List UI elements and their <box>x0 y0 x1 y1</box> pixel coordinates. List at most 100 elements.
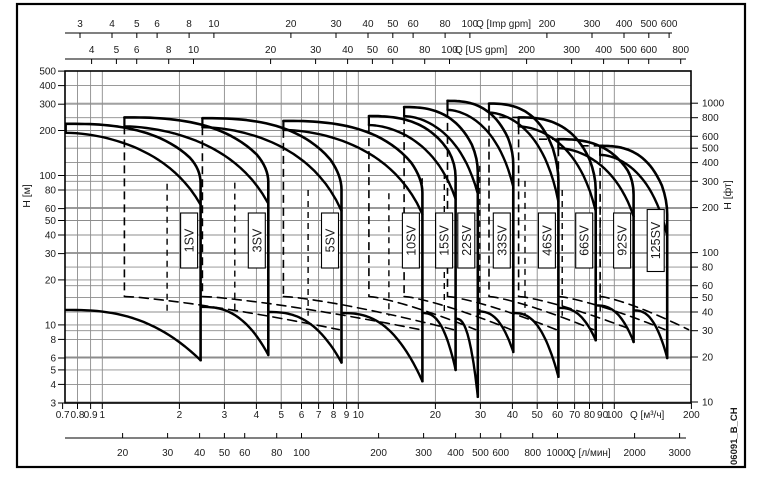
inner-curve <box>64 131 202 206</box>
dashed-low-limit-curve <box>446 295 557 331</box>
us-gpm-tick-label: 200 <box>518 45 535 56</box>
imp-gpm-tick-label: 100 <box>462 19 479 30</box>
m3h-tick-label: 20 <box>430 410 442 421</box>
h-ft-tick-label: 800 <box>702 113 719 124</box>
pump-label-box <box>401 212 420 269</box>
h-m-tick-label: 3 <box>50 399 56 410</box>
pump-envelope-66SV <box>499 116 633 342</box>
h-ft-tick-label: 1000 <box>702 99 725 110</box>
imp-gpm-tick-label: 50 <box>387 19 399 30</box>
us-gpm-tick-label: 100 <box>441 45 458 56</box>
pump-label-text: 92SV <box>616 225 630 256</box>
h-m-tick-label: 80 <box>45 185 57 196</box>
lmin-tick-label: 60 <box>239 448 251 459</box>
bottom-curve <box>594 304 635 344</box>
m3h-tick-label: 5 <box>278 410 284 421</box>
m3h-tick-label: 3 <box>222 410 228 421</box>
m3h-tick-label: 30 <box>475 410 487 421</box>
pump-envelope-22SV <box>402 105 512 399</box>
imp-gpm-tick-label: 80 <box>439 19 451 30</box>
m3h-tick-label: 200 <box>683 410 700 421</box>
bottom-curve <box>632 309 669 360</box>
m3h-tick-label: 60 <box>552 410 564 421</box>
pump-label-15SV: 15SV <box>435 212 454 269</box>
m3h-tick-label: 50 <box>532 410 544 421</box>
pump-label-text: 33SV <box>495 225 509 256</box>
pump-label-66SV: 66SV <box>575 212 594 269</box>
pump-label-text: 15SV <box>438 225 452 256</box>
h-m-tick-label: 20 <box>45 275 57 286</box>
imp-gpm-tick-label: 500 <box>640 19 657 30</box>
us-gpm-tick-label: 60 <box>387 45 399 56</box>
inner-curve <box>598 153 669 238</box>
m3h-tick-label: 2 <box>177 410 183 421</box>
pump-label-text: 10SV <box>404 225 418 256</box>
m3h-tick-label: 40 <box>507 410 519 421</box>
pump-label-125SV: 125SV <box>646 208 665 273</box>
imp-gpm-tick-label: 40 <box>362 19 374 30</box>
pump-label-text: 1SV <box>183 228 197 252</box>
h-m-tick-label: 10 <box>45 320 57 331</box>
bottom-curve <box>64 308 202 362</box>
imp-gpm-tick-label: 10 <box>208 19 220 30</box>
pump-label-22SV: 22SV <box>457 212 476 269</box>
h-m-tick-label: 30 <box>45 249 57 260</box>
h-ft-unit-label: H [фт] <box>722 180 734 210</box>
lmin-tick-label: 20 <box>117 448 129 459</box>
inner-curve <box>367 123 457 201</box>
us-gpm-tick-label: 20 <box>265 45 277 56</box>
m3h-tick-label: 0.8 <box>71 410 85 421</box>
pump-label-text: 3SV <box>250 228 264 252</box>
m3h-tick-label: 0.9 <box>84 410 98 421</box>
h-ft-tick-label: 80 <box>702 263 714 274</box>
us-gpm-tick-label: 8 <box>166 45 172 56</box>
top-curve-and-right-edge <box>367 114 457 372</box>
h-m-tick-label: 5 <box>50 365 56 376</box>
pump-label-92SV: 92SV <box>613 212 632 269</box>
inner-curve <box>487 111 560 203</box>
pump-label-text: 66SV <box>578 225 592 256</box>
us-gpm-tick-label: 80 <box>419 45 431 56</box>
imp-gpm-tick-label: 6 <box>154 19 160 30</box>
us-gpm-tick-label: 10 <box>188 45 200 56</box>
imp-gpm-tick-label: 200 <box>539 19 556 30</box>
pump-envelope-15SV <box>367 114 477 372</box>
dashed-low-limit-curve <box>201 295 421 331</box>
dashed-low-limit-curve <box>282 295 455 331</box>
inner-curve <box>557 147 635 218</box>
m3h-tick-label: 100 <box>606 410 623 421</box>
h-m-unit-label: H [м] <box>21 184 33 208</box>
h-ft-tick-label: 600 <box>702 132 719 143</box>
lmin-tick-label: 1000 <box>546 448 569 459</box>
h-ft-tick-label: 300 <box>702 177 719 188</box>
top-curve-and-right-edge <box>64 122 202 362</box>
lmin-tick-label: 100 <box>293 448 310 459</box>
pump-label-3SV: 3SV <box>247 212 266 269</box>
pump-label-5SV: 5SV <box>320 212 340 269</box>
m3h-tick-label: 4 <box>254 410 260 421</box>
bottom-curve <box>476 310 515 354</box>
pump-envelope-33SV <box>446 99 557 354</box>
lmin-tick-label: 500 <box>472 448 489 459</box>
pump-label-1SV: 1SV <box>180 212 199 269</box>
h-m-tick-label: 100 <box>39 171 56 182</box>
us-gpm-tick-label: 300 <box>563 45 580 56</box>
imp-gpm-tick-label: 4 <box>109 19 115 30</box>
us-gpm-tick-label: 6 <box>134 45 140 56</box>
bottom-curve <box>421 311 457 372</box>
h-ft-tick-label: 400 <box>702 158 719 169</box>
inner-curve <box>517 125 597 212</box>
m3h-tick-label: 70 <box>569 410 581 421</box>
lmin-tick-label: 30 <box>162 448 174 459</box>
h-m-tick-label: 8 <box>50 335 56 346</box>
us-gpm-tick-label: 30 <box>310 45 322 56</box>
m3h-tick-label: 1 <box>100 410 106 421</box>
pump-envelope-3SV <box>123 116 341 357</box>
us-gpm-tick-label: 400 <box>595 45 612 56</box>
lmin-tick-label: 300 <box>415 448 432 459</box>
lmin-tick-label: 600 <box>492 448 509 459</box>
pump-label-box <box>613 212 632 269</box>
dashed-low-limit-curve <box>403 295 512 331</box>
us-gpm-tick-label: 50 <box>367 45 379 56</box>
